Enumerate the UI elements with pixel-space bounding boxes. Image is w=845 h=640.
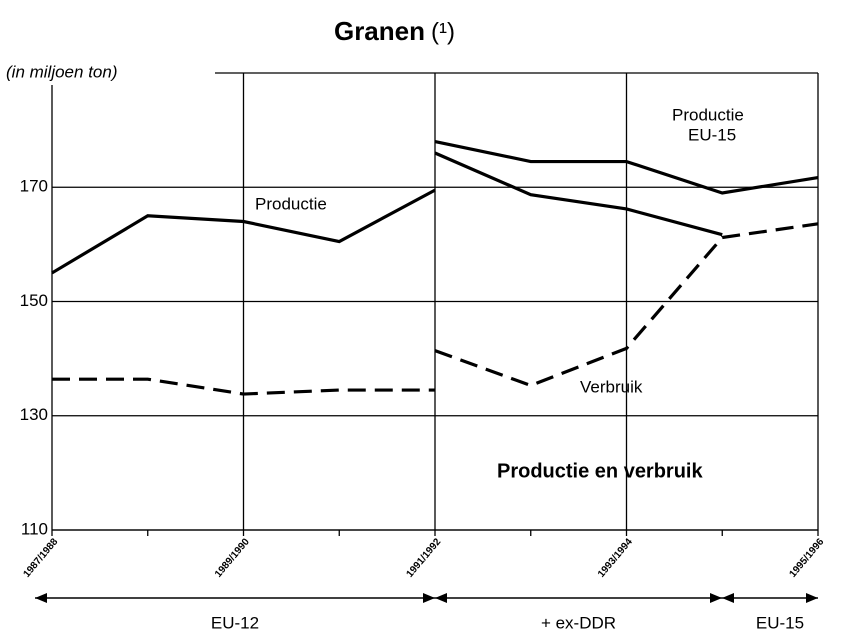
period-label: EU-15	[756, 613, 804, 632]
data-line	[434, 151, 723, 237]
chart-title: Granen	[334, 16, 425, 46]
y-tick-label: 170	[20, 177, 48, 196]
x-tick-label: 1989/1990	[213, 536, 252, 580]
y-axis-label: (in miljoen ton)	[6, 62, 118, 81]
x-tick-label: 1987/1988	[22, 536, 61, 580]
annotation: Productie	[672, 105, 744, 124]
annotation: EU-15	[688, 125, 736, 144]
y-tick-label: 110	[21, 519, 48, 538]
data-line	[51, 188, 436, 275]
annotation: Verbruik	[580, 377, 643, 396]
y-tick-label: 130	[20, 405, 48, 424]
arrow-head	[710, 593, 722, 603]
annotation: Productie en verbruik	[497, 460, 703, 482]
x-tick-label: 1993/1994	[596, 536, 635, 580]
arrow-head	[435, 593, 447, 603]
label-bg	[0, 61, 215, 85]
period-label: EU-12	[211, 613, 259, 632]
data-line	[52, 377, 435, 396]
x-tick-label: 1991/1992	[405, 536, 444, 580]
data-line	[434, 222, 819, 388]
arrow-head	[806, 593, 818, 603]
data-line	[434, 139, 819, 195]
arrow-head	[722, 593, 734, 603]
arrow-head	[35, 593, 47, 603]
annotation: Productie	[255, 194, 327, 213]
x-tick-label: 1995/1996	[788, 536, 827, 580]
y-tick-label: 150	[20, 291, 48, 310]
arrow-head	[423, 593, 435, 603]
period-label: + ex-DDR	[541, 613, 616, 632]
title-note: (¹)	[431, 18, 455, 45]
